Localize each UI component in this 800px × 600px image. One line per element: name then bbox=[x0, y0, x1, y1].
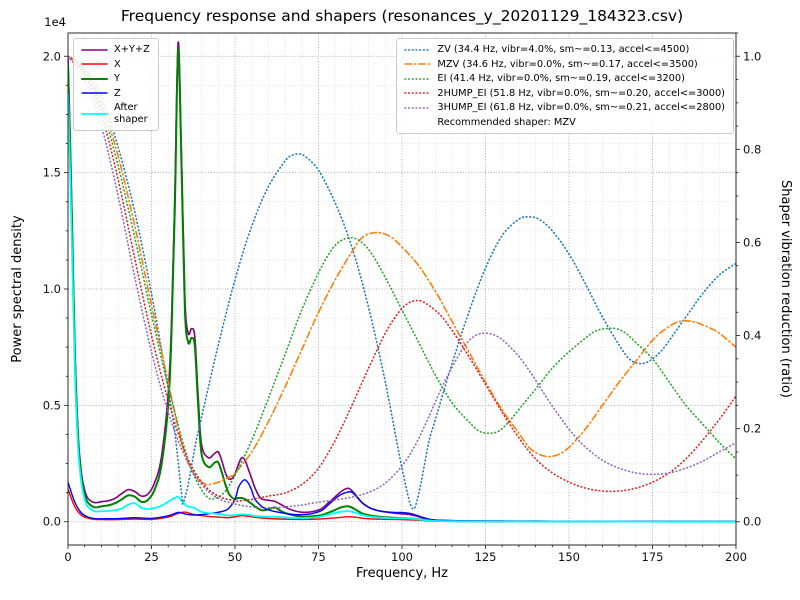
chart-title: Frequency response and shapers (resonanc… bbox=[120, 7, 684, 25]
legend-item-label: EI (41.4 Hz, vibr=0.0%, sm~=0.19, accel<… bbox=[437, 73, 685, 85]
series-shaper-zv bbox=[68, 55, 736, 510]
legend-item-label: After shaper bbox=[114, 102, 148, 125]
legend-line-sample bbox=[404, 48, 432, 51]
y-left-tick-label: 2.0 bbox=[43, 49, 61, 63]
legend-item-label: ZV (34.4 Hz, vibr=4.0%, sm~=0.13, accel<… bbox=[437, 44, 690, 55]
legend-item: MZV (34.6 Hz, vibr=0.0%, sm~=0.17, accel… bbox=[404, 59, 725, 71]
legend-line-sample bbox=[81, 48, 108, 51]
legend-item: 2HUMP_EI (51.8 Hz, vibr=0.0%, sm~=0.20, … bbox=[404, 88, 725, 100]
legend-item-label: Z bbox=[114, 87, 121, 99]
x-tick-label: 50 bbox=[228, 550, 243, 564]
legend-line-sample bbox=[404, 78, 432, 80]
y-right-tick-label: 0.4 bbox=[743, 329, 761, 343]
legend-item: EI (41.4 Hz, vibr=0.0%, sm~=0.19, accel<… bbox=[404, 73, 725, 85]
y-left-tick-label: 0.5 bbox=[43, 398, 61, 412]
series-shaper-2hump-ei bbox=[68, 55, 736, 503]
legend-line-sample bbox=[81, 77, 108, 80]
y-left-tick-label: 1.5 bbox=[43, 166, 61, 180]
y-left-offset-label: 1e4 bbox=[44, 15, 66, 29]
tick-marks bbox=[64, 32, 740, 549]
legend-line-sample bbox=[404, 107, 432, 109]
x-tick-label: 100 bbox=[391, 550, 413, 564]
y-right-tick-label: 0.0 bbox=[743, 515, 761, 529]
legend-line-sample bbox=[81, 92, 108, 95]
legend-item: After shaper bbox=[81, 102, 150, 125]
y-left-tick-label: 1.0 bbox=[43, 282, 61, 296]
y-right-tick-label: 1.0 bbox=[743, 49, 761, 63]
legend-item-label: X bbox=[114, 58, 121, 70]
legend-item: X+Y+Z bbox=[81, 44, 150, 56]
legend-item: Y bbox=[81, 73, 150, 85]
x-tick-label: 75 bbox=[311, 550, 326, 564]
legend-item: ZV (34.4 Hz, vibr=4.0%, sm~=0.13, accel<… bbox=[404, 44, 725, 56]
tick-labels: 0 25 50 75 100 125 150 175 200 0.0 0.5 1.0 1.5 2.0 0.0… bbox=[43, 49, 762, 564]
x-tick-label: 175 bbox=[642, 550, 664, 564]
y-left-axis-label: Power spectral density bbox=[10, 215, 25, 363]
series-after-shaper bbox=[68, 92, 736, 523]
x-tick-label: 150 bbox=[558, 550, 580, 564]
legend-item: Z bbox=[81, 88, 150, 100]
legend-shapers: ZV (34.4 Hz, vibr=4.0%, sm~=0.13, accel<… bbox=[396, 38, 734, 135]
recommended-shaper-note: Recommended shaper: MZV bbox=[437, 116, 576, 128]
legend-line-sample bbox=[404, 63, 432, 66]
legend-line-sample bbox=[81, 63, 108, 66]
legend-item: X bbox=[81, 59, 150, 71]
series-psd-x bbox=[68, 488, 736, 523]
series-shaper-3hump-ei bbox=[68, 55, 736, 509]
x-tick-label: 0 bbox=[64, 550, 71, 564]
series-psd-z bbox=[68, 479, 736, 523]
legend-item-label: 3HUMP_EI (61.8 Hz, vibr=0.0%, sm~=0.21, … bbox=[437, 102, 725, 114]
series-shaper-ei bbox=[68, 55, 736, 500]
y-right-tick-label: 0.6 bbox=[743, 235, 761, 249]
y-left-tick-label: 0.0 bbox=[43, 515, 61, 529]
legend-item: 3HUMP_EI (61.8 Hz, vibr=0.0%, sm~=0.21, … bbox=[404, 102, 725, 114]
y-right-axis-label: Shaper vibration reduction (ratio) bbox=[778, 180, 793, 398]
legend-item-label: MZV (34.6 Hz, vibr=0.0%, sm~=0.17, accel… bbox=[437, 58, 698, 70]
y-right-tick-label: 0.8 bbox=[743, 142, 761, 156]
series-group bbox=[68, 41, 736, 523]
legend-item-label: X+Y+Z bbox=[114, 44, 150, 55]
legend-item-label: 2HUMP_EI (51.8 Hz, vibr=0.0%, sm~=0.20, … bbox=[437, 87, 725, 99]
legend-line-sample bbox=[404, 92, 432, 95]
y-right-tick-label: 0.2 bbox=[743, 422, 761, 436]
x-tick-label: 125 bbox=[475, 550, 497, 564]
legend-item-label: Y bbox=[114, 73, 120, 85]
x-tick-label: 25 bbox=[144, 550, 159, 564]
x-tick-label: 200 bbox=[725, 550, 747, 564]
legend-line-sample bbox=[81, 112, 108, 115]
legend-psd: X+Y+Z X Y Z After shaper bbox=[73, 38, 159, 132]
x-axis-label: Frequency, Hz bbox=[356, 566, 448, 581]
